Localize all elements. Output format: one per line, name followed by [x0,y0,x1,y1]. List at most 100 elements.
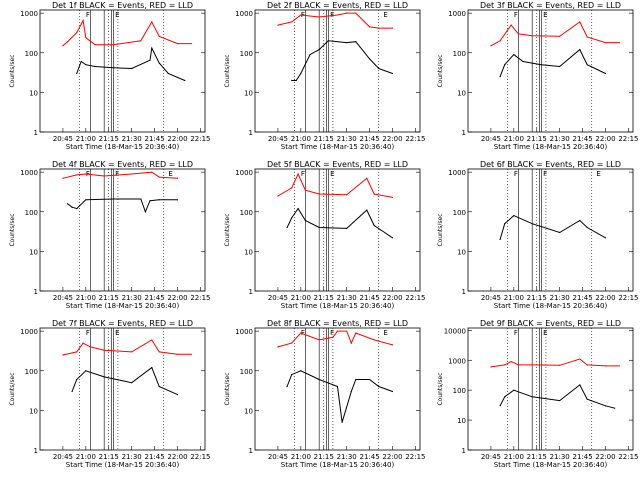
y-axis-label: Counts/sec [224,54,231,87]
data-point [151,21,153,23]
interval-flag-label: F [86,329,90,337]
data-point [373,339,375,341]
x-tick-label: 22:15 [190,453,210,461]
data-point [504,223,506,225]
data-point [76,351,78,353]
plot-frame [39,9,206,133]
data-point [355,332,357,334]
data-point [559,65,561,68]
data-point [76,174,78,176]
data-point [300,332,302,334]
y-tick-label: 100 [25,368,38,376]
data-point [604,72,607,75]
data-point [103,376,105,378]
interval-flag-label: F [330,329,334,337]
series-line [499,215,606,240]
y-tick-label: 1 [249,447,253,455]
x-tick-label: 21:15 [527,135,547,143]
y-tick-label: 100 [453,50,466,58]
interval-flag-label: F [514,329,518,337]
chart-title: Det 6f BLACK = Events, RED = LLD [480,160,621,169]
y-tick-label: 10 [457,248,466,256]
data-point [158,176,160,178]
plot-frame [254,327,421,451]
data-point [286,226,288,229]
x-tick-label: 20:45 [53,453,73,461]
data-point [373,224,375,227]
data-point [158,62,160,64]
data-point [332,336,334,338]
x-tick-label: 21:30 [122,294,142,302]
data-point [513,214,515,217]
x-tick-label: 21:15 [99,135,119,143]
data-point [378,67,380,70]
data-point [304,189,307,191]
y-tick-label: 10 [29,407,38,415]
x-tick-label: 21:30 [122,135,142,143]
y-tick-label: 100 [25,50,38,58]
y-tick-label: 1000 [448,10,466,18]
data-point [499,40,501,42]
data-point [559,399,561,402]
data-point [167,72,169,75]
data-point [85,173,87,175]
data-point [140,40,142,42]
data-point [66,203,69,205]
data-point [112,67,114,69]
data-point [85,37,87,39]
data-point [71,206,73,208]
data-point [350,342,352,344]
x-tick-label: 21:45 [359,294,379,302]
series-line [71,366,178,396]
y-tick-label: 1 [462,447,466,455]
data-point [522,60,524,63]
data-point [295,79,297,82]
data-point [513,53,515,56]
x-tick-label: 22:15 [405,294,425,302]
data-point [618,365,620,367]
data-point [300,14,302,16]
data-point [76,32,78,34]
y-tick-label: 1000 [448,169,466,177]
y-tick-label: 1000 [20,328,38,336]
interval-flag-label: E [383,11,387,19]
y-tick-label: 1000 [20,10,38,18]
data-point [131,67,133,70]
data-point [62,354,64,356]
data-point [336,385,339,388]
data-point [510,24,512,26]
data-point [151,171,153,173]
x-axis-label: Start Time (18-Mar-15 20:36:40) [494,461,608,469]
data-point [85,199,87,201]
series-line [62,171,178,179]
x-tick-label: 21:00 [76,135,96,143]
x-tick-label: 22:00 [382,294,402,302]
data-point [291,79,293,82]
x-tick-label: 21:15 [314,135,334,143]
series-line [277,330,393,348]
x-axis-label: Start Time (18-Mar-15 20:36:40) [494,302,608,310]
y-tick-label: 100 [240,368,253,376]
data-point [586,36,588,38]
interval-flag-label: F [86,11,90,19]
interval-flag-label: E [543,329,547,337]
data-point [531,223,533,225]
data-point [346,330,348,332]
x-tick-label: 22:00 [595,453,615,461]
data-point [355,12,357,14]
chart-title: Det 1f BLACK = Events, RED = LLD [52,1,193,10]
y-axis-label: Counts/sec [224,372,231,405]
data-point [112,44,114,46]
plot-frame [467,327,634,451]
x-axis-label: Start Time (18-Mar-15 20:36:40) [66,461,180,469]
data-point [131,351,133,353]
data-point [318,16,320,18]
data-point [341,421,343,423]
data-point [300,370,302,372]
y-tick-label: 10 [244,89,253,97]
chart-title: Det 3f BLACK = Events, RED = LLD [480,1,621,10]
data-point [366,177,368,179]
y-tick-label: 100 [240,50,253,58]
